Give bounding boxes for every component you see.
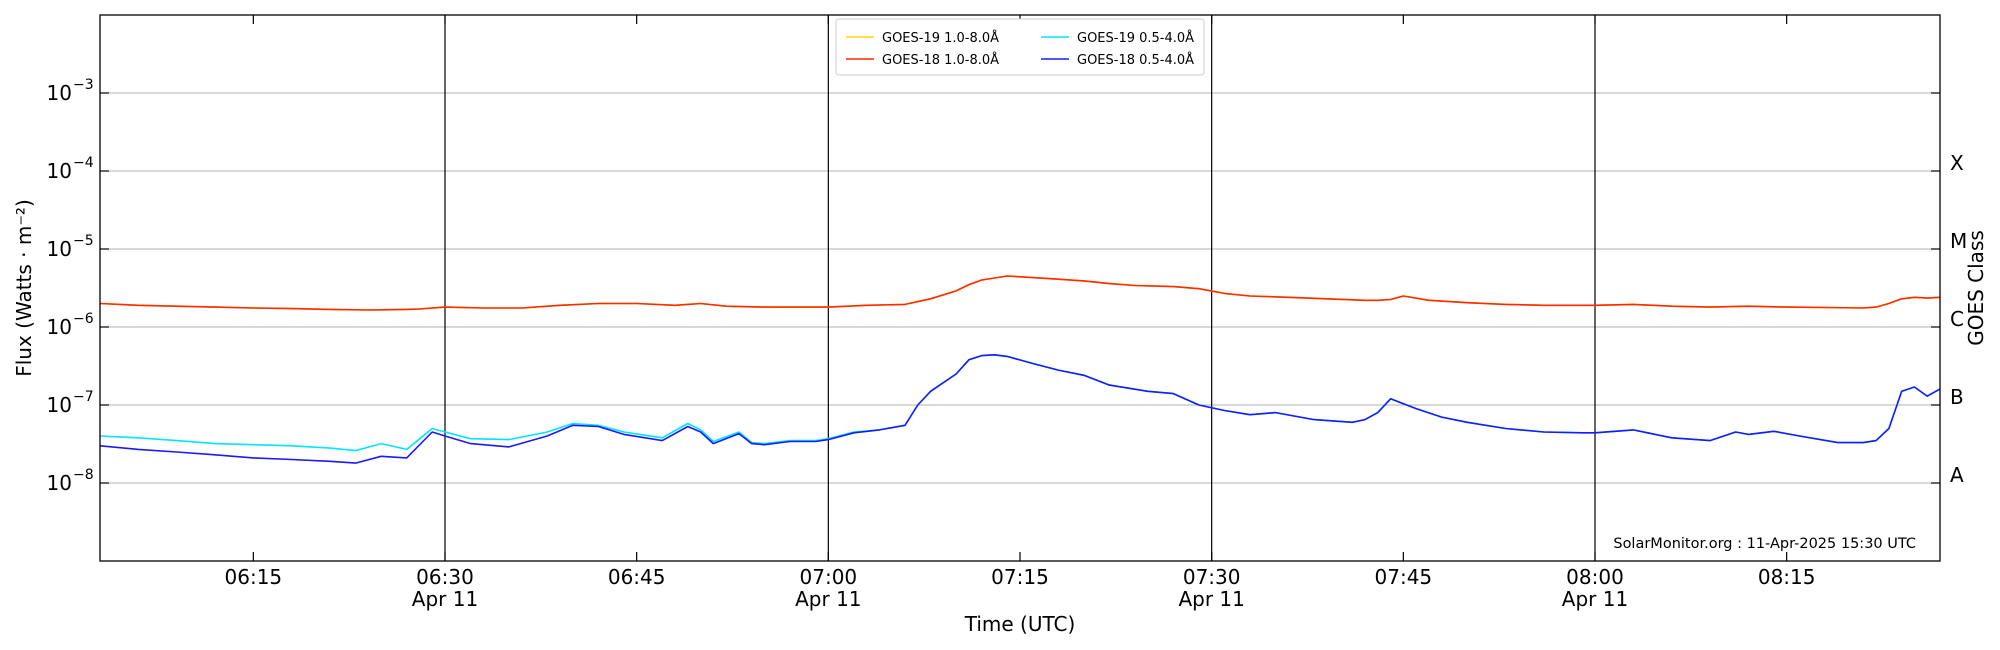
- y-axis-ticks: 10−810−710−610−510−410−3: [47, 77, 1940, 495]
- x-tick-label: 06:45: [608, 565, 666, 589]
- y-tick-exponent: −8: [73, 467, 94, 483]
- y-tick-label: 10 −3: [47, 77, 94, 105]
- goes-class-label: X: [1950, 151, 1964, 175]
- x-tick-label: 07:45: [1375, 565, 1433, 589]
- y-tick-base: 10: [47, 393, 72, 417]
- y-tick-base: 10: [47, 159, 72, 183]
- day-separator-lines: [444, 15, 1596, 561]
- goes-class-label: M: [1950, 229, 1967, 253]
- goes-class-labels: A B C M X: [1950, 151, 1967, 487]
- goes-class-label: B: [1950, 385, 1964, 409]
- y-axis-title: Flux (Watts · m⁻²): [12, 199, 36, 377]
- plot-background: [100, 15, 1940, 561]
- y-tick-label: 10 −6: [47, 311, 94, 339]
- y-tick-exponent: −4: [73, 155, 94, 171]
- x-tick-label: 07:00: [800, 565, 858, 589]
- series-line-4: [99, 353, 1941, 464]
- x-tick-date: Apr 11: [795, 587, 861, 611]
- x-tick-label: 07:30: [1183, 565, 1241, 589]
- legend-label: GOES-18 1.0-8.0Å: [882, 52, 999, 68]
- legend-box: [835, 18, 1205, 76]
- x-tick-date: Apr 11: [412, 587, 478, 611]
- goes-class-label: C: [1950, 307, 1964, 331]
- y-tick-label: 10 −4: [47, 155, 94, 183]
- y-tick-base: 10: [47, 237, 72, 261]
- series-line-2: [99, 275, 1941, 311]
- x-tick-label: 07:15: [991, 565, 1049, 589]
- x-tick-label: 08:00: [1566, 565, 1624, 589]
- x-tick-label: 08:15: [1758, 565, 1816, 589]
- y-tick-exponent: −7: [73, 389, 94, 405]
- legend-label: GOES-18 0.5-4.0Å: [1077, 52, 1194, 68]
- x-axis-title: Time (UTC): [964, 612, 1076, 636]
- x-tick-label: 06:30: [416, 565, 474, 589]
- y-tick-label: 10 −7: [47, 389, 94, 417]
- legend-label: GOES-19 1.0-8.0Å: [882, 30, 999, 46]
- x-tick-date: Apr 11: [1562, 587, 1628, 611]
- legend: GOES-19 1.0-8.0Å GOES-19 0.5-4.0Å GOES-18 …: [835, 18, 1205, 76]
- y-tick-base: 10: [47, 81, 72, 105]
- y-tick-label: 10 −5: [47, 233, 94, 261]
- y-tick-base: 10: [47, 471, 72, 495]
- y-tick-exponent: −5: [73, 233, 94, 249]
- y-tick-exponent: −6: [73, 311, 94, 327]
- y-tick-label: 10 −8: [47, 467, 94, 495]
- x-tick-label: 06:15: [225, 565, 283, 589]
- x-tick-date: Apr 11: [1178, 587, 1244, 611]
- credit-text: SolarMonitor.org : 11-Apr-2025 15:30 UTC: [1613, 536, 1916, 552]
- goes-class-label: A: [1950, 463, 1964, 487]
- flux-series: [99, 275, 1941, 464]
- grid-lines: [100, 92, 1940, 484]
- y-tick-exponent: −3: [73, 77, 94, 93]
- y-tick-base: 10: [47, 315, 72, 339]
- legend-label: GOES-19 0.5-4.0Å: [1077, 30, 1194, 46]
- y2-axis-title: GOES Class: [1964, 230, 1988, 346]
